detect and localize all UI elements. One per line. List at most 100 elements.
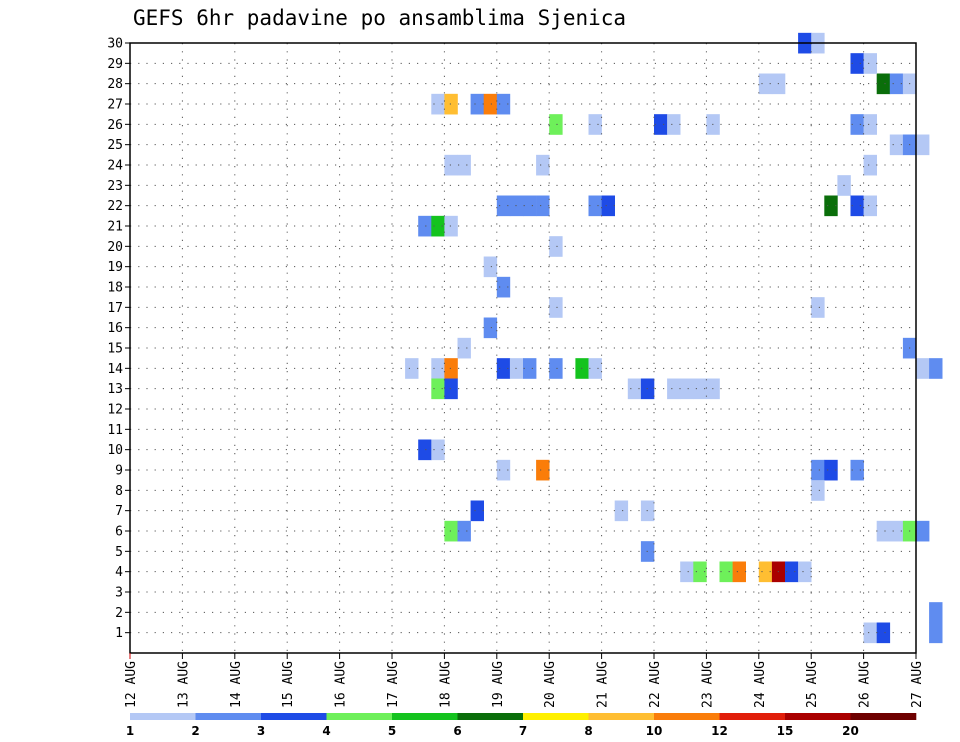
precip-cell	[431, 93, 445, 115]
precip-cell	[470, 93, 484, 115]
precip-cell	[758, 73, 773, 95]
colorbar-swatch	[850, 713, 917, 720]
y-tick-label: 22	[107, 199, 123, 214]
cells-layer	[405, 32, 943, 644]
precip-cell	[850, 114, 864, 135]
precip-cell	[483, 93, 498, 115]
precip-cell	[693, 561, 707, 583]
colorbar-swatch	[588, 713, 655, 720]
precip-cell	[405, 358, 419, 379]
y-tick-label: 10	[107, 443, 123, 458]
x-tick-label: 23 AUG	[700, 661, 715, 708]
precip-cell	[601, 195, 615, 217]
x-tick-label: 21 AUG	[596, 661, 611, 708]
colorbar-swatch	[130, 713, 196, 720]
colorbar: 1 2 3 4 5 6 7 8 10 12 15 20	[126, 713, 917, 738]
precip-cell	[496, 195, 511, 217]
x-tick-label: 18 AUG	[438, 661, 453, 708]
precip-cell	[667, 114, 681, 135]
precip-cell	[457, 520, 471, 542]
x-tick-label: 19 AUG	[491, 661, 506, 708]
y-tick-label: 21	[107, 220, 123, 235]
precip-cell	[549, 114, 563, 135]
precip-cell	[929, 602, 943, 623]
colorbar-label: 6	[453, 724, 461, 738]
precip-cell	[732, 561, 746, 583]
precip-cell	[431, 439, 445, 461]
colorbar-swatch	[457, 713, 524, 720]
y-tick-label: 14	[107, 362, 123, 377]
precip-cell	[863, 154, 877, 176]
precip-cell	[863, 53, 877, 74]
y-tick-label: 18	[107, 281, 123, 296]
precip-cell	[444, 378, 458, 400]
precip-cell	[680, 378, 694, 400]
precip-cell	[431, 358, 445, 379]
precip-cell	[614, 500, 629, 522]
y-axis: 1234567891011121314151617181920212223242…	[107, 37, 130, 641]
precip-cell	[549, 236, 563, 257]
y-tick-label: 26	[107, 118, 123, 133]
precip-cell	[536, 459, 550, 481]
y-tick-label: 25	[107, 138, 123, 153]
x-tick-label: 25 AUG	[805, 661, 820, 708]
precip-cell	[496, 358, 511, 379]
y-tick-label: 17	[107, 301, 123, 316]
x-tick-label: 13 AUG	[176, 661, 191, 708]
chart-title: GEFS 6hr padavine po ansamblima Sjenica	[133, 6, 627, 30]
colorbar-label: 15	[777, 724, 794, 738]
precip-cell	[483, 256, 498, 278]
precip-cell	[444, 358, 458, 379]
x-tick-label: 22 AUG	[648, 661, 663, 708]
colorbar-label: 10	[646, 724, 663, 738]
x-tick-label: 26 AUG	[858, 661, 873, 708]
precip-cell	[588, 195, 602, 217]
precip-cell	[588, 358, 602, 379]
x-tick-label: 17 AUG	[386, 661, 401, 708]
precip-cell	[798, 561, 812, 583]
x-tick-label: 16 AUG	[334, 661, 349, 708]
precip-cell	[876, 520, 891, 542]
precip-cell	[654, 114, 668, 135]
y-tick-label: 13	[107, 382, 123, 397]
colorbar-swatch	[785, 713, 851, 720]
precip-cell	[418, 439, 432, 461]
precip-cell	[444, 93, 458, 115]
y-tick-label: 23	[107, 179, 123, 194]
colorbar-label: 2	[191, 724, 199, 738]
precip-cell	[850, 195, 864, 217]
x-tick-label: 27 AUG	[910, 661, 925, 708]
y-tick-label: 28	[107, 77, 123, 92]
y-tick-label: 30	[107, 37, 123, 52]
colorbar-swatch	[195, 713, 262, 720]
precip-cell	[929, 358, 943, 379]
colorbar-swatch	[326, 713, 393, 720]
precip-cell	[549, 358, 563, 379]
precip-cell	[889, 134, 904, 156]
y-tick-label: 4	[115, 565, 123, 580]
colorbar-label: 1	[126, 724, 134, 738]
precip-cell	[850, 459, 864, 481]
x-tick-label: 15 AUG	[281, 661, 296, 708]
precip-cell	[824, 459, 838, 481]
precip-cell	[811, 480, 825, 501]
colorbar-label: 20	[842, 724, 859, 738]
y-tick-label: 12	[107, 403, 123, 418]
precip-cell	[811, 459, 825, 481]
precip-cell	[889, 520, 904, 542]
y-tick-label: 20	[107, 240, 123, 255]
y-tick-label: 29	[107, 57, 123, 72]
y-tick-label: 1	[115, 626, 123, 641]
precip-cell	[916, 134, 930, 156]
precip-cell	[785, 561, 799, 583]
precip-cell	[431, 378, 445, 400]
colorbar-swatch	[392, 713, 458, 720]
y-tick-label: 11	[107, 423, 123, 438]
y-tick-label: 3	[115, 586, 123, 601]
precip-cell	[457, 337, 471, 359]
precip-cell	[496, 93, 511, 115]
precip-cell	[680, 561, 694, 583]
precip-cell	[667, 378, 681, 400]
x-tick-label: 24 AUG	[753, 661, 768, 708]
